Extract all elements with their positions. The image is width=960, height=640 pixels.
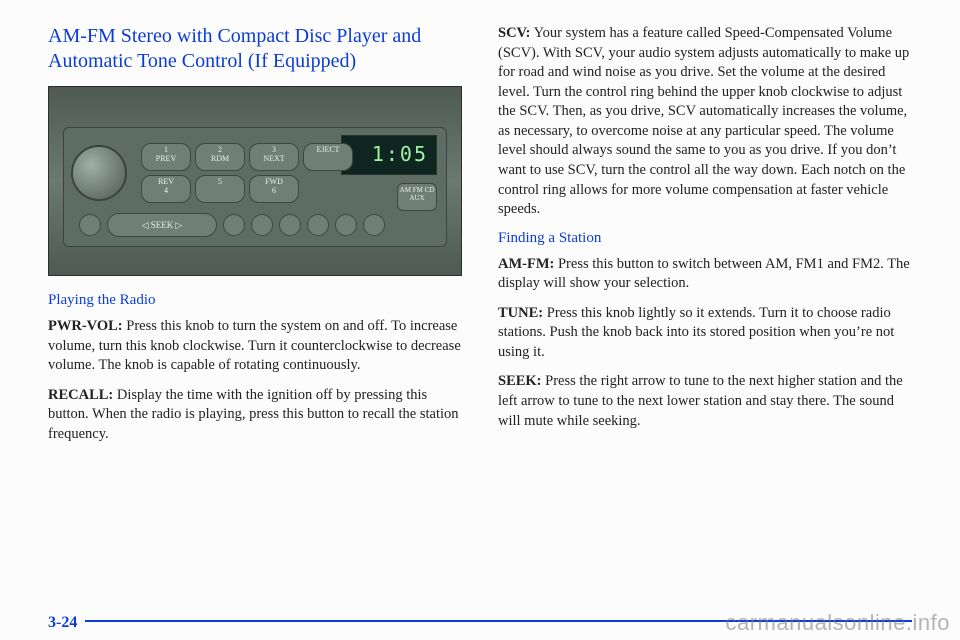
tone-1 bbox=[223, 214, 245, 236]
preset-1: 1PREV bbox=[141, 143, 191, 171]
tune-knob bbox=[79, 214, 101, 236]
preset-4: REV4 bbox=[141, 175, 191, 203]
eject-button: EJECT bbox=[303, 143, 353, 171]
tone-6 bbox=[363, 214, 385, 236]
amfm-label: AM-FM: bbox=[498, 256, 554, 272]
page-number: 3-24 bbox=[48, 614, 85, 632]
preset-6: FWD6 bbox=[249, 175, 299, 203]
preset-2: 2RDM bbox=[195, 143, 245, 171]
preset-row-1: 1PREV 2RDM 3NEXT EJECT bbox=[141, 143, 353, 171]
pwr-vol-label: PWR-VOL: bbox=[48, 318, 123, 334]
p-seek: SEEK: Press the right arrow to tune to t… bbox=[498, 372, 912, 431]
p-recall: RECALL: Display the time with the igniti… bbox=[48, 386, 462, 445]
subhead-finding: Finding a Station bbox=[498, 230, 912, 247]
subhead-playing: Playing the Radio bbox=[48, 292, 462, 309]
seek-text: Press the right arrow to tune to the nex… bbox=[498, 373, 903, 428]
lower-controls: ◁ SEEK ▷ bbox=[79, 211, 437, 239]
scv-text: Your system has a feature called Speed-C… bbox=[498, 25, 909, 217]
tone-5 bbox=[335, 214, 357, 236]
watermark: carmanualsonline.info bbox=[725, 610, 950, 636]
p-pwr-vol: PWR-VOL: Press this knob to turn the sys… bbox=[48, 317, 462, 376]
p-scv: SCV: Your system has a feature called Sp… bbox=[498, 24, 912, 220]
tone-2 bbox=[251, 214, 273, 236]
am-fm-cd-button: AM FM CD AUX bbox=[397, 183, 437, 211]
seek-rocker: ◁ SEEK ▷ bbox=[107, 213, 217, 237]
scv-label: SCV: bbox=[498, 25, 531, 41]
preset-row-2: REV4 5 FWD6 bbox=[141, 175, 299, 203]
radio-illustration: PWR VOL 1:05 1PREV 2RDM 3NEXT EJECT REV4… bbox=[48, 86, 462, 276]
tune-label: TUNE: bbox=[498, 305, 543, 321]
preset-5: 5 bbox=[195, 175, 245, 203]
preset-3: 3NEXT bbox=[249, 143, 299, 171]
radio-display: 1:05 bbox=[341, 135, 437, 175]
section-title: AM-FM Stereo with Compact Disc Player an… bbox=[48, 24, 462, 74]
p-amfm: AM-FM: Press this button to switch betwe… bbox=[498, 255, 912, 294]
p-tune: TUNE: Press this knob lightly so it exte… bbox=[498, 304, 912, 363]
tune-text: Press this knob lightly so it extends. T… bbox=[498, 305, 894, 360]
seek-label: SEEK: bbox=[498, 373, 542, 389]
tone-3 bbox=[279, 214, 301, 236]
recall-label: RECALL: bbox=[48, 387, 113, 403]
tone-4 bbox=[307, 214, 329, 236]
pwr-vol-knob bbox=[71, 145, 127, 201]
amfm-text: Press this button to switch between AM, … bbox=[498, 256, 910, 292]
